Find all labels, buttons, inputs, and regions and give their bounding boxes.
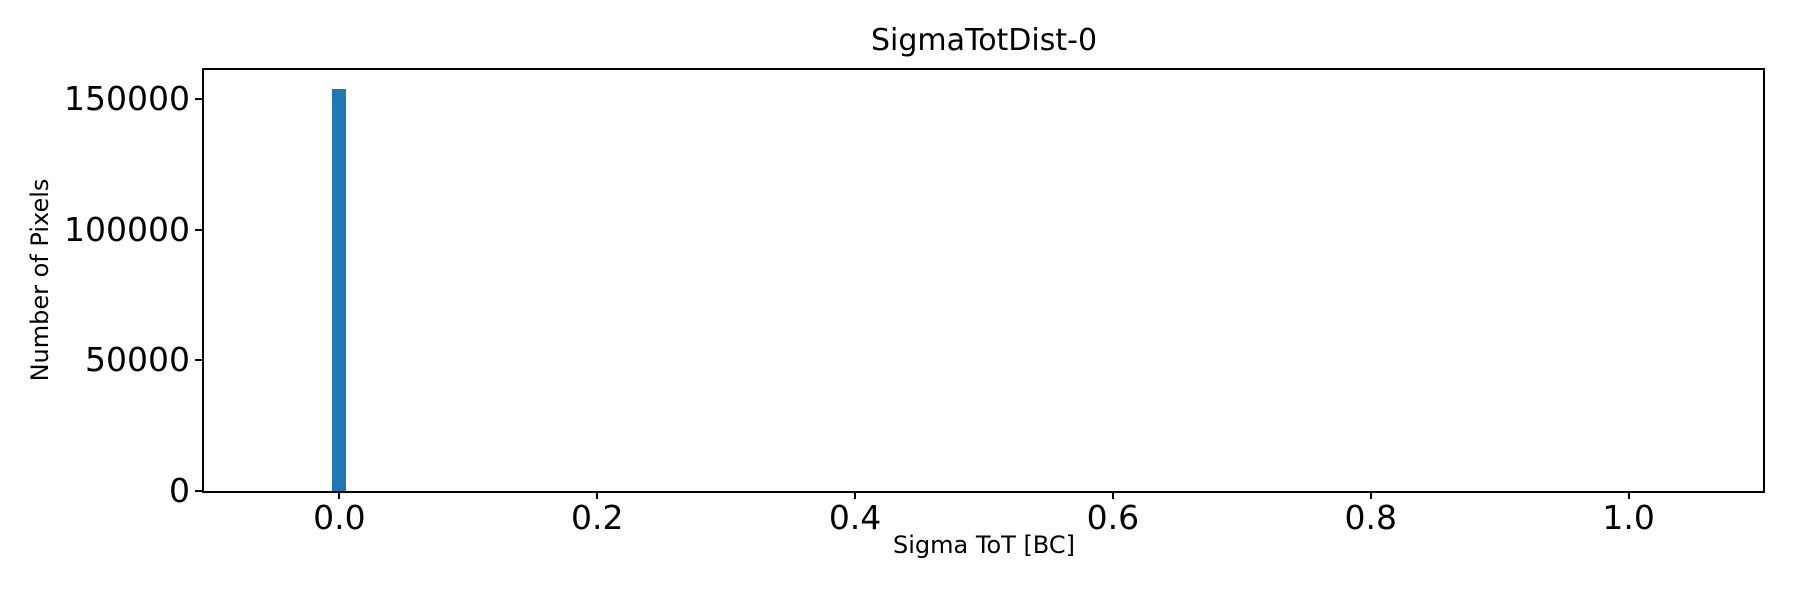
histogram-bar <box>332 88 347 491</box>
x-tick-mark <box>854 493 857 499</box>
y-tick-label: 50000 <box>85 340 190 380</box>
x-tick-label: 0.4 <box>828 498 882 537</box>
y-tick-mark <box>195 97 202 100</box>
y-tick-mark <box>195 359 202 362</box>
x-tick-mark <box>338 493 341 499</box>
x-tick-label: 0.0 <box>313 498 366 537</box>
x-tick-mark <box>1627 493 1630 499</box>
y-tick-label: 0 <box>169 471 190 510</box>
y-tick-label: 150000 <box>64 78 190 118</box>
x-tick-label: 0.2 <box>570 498 624 537</box>
x-tick-label: 0.6 <box>1086 498 1140 537</box>
x-tick-label: 1.0 <box>1602 498 1655 537</box>
x-tick-mark <box>596 493 599 499</box>
y-tick-mark <box>195 490 202 492</box>
x-tick-mark <box>1111 493 1114 499</box>
x-tick-mark <box>1369 493 1372 499</box>
y-tick-label: 100000 <box>64 209 190 249</box>
y-tick-mark <box>195 228 202 231</box>
x-axis-label: Sigma ToT [BC] <box>893 531 1075 559</box>
chart-title: SigmaTotDist-0 <box>870 23 1098 58</box>
plot-area <box>202 68 1765 493</box>
x-tick-label: 0.8 <box>1344 498 1397 537</box>
